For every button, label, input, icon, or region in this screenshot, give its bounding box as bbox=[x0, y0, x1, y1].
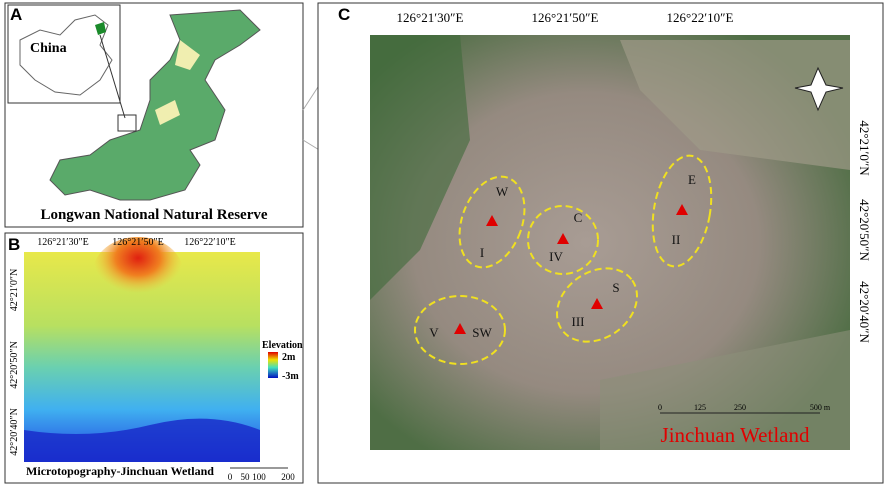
site-marker bbox=[557, 233, 569, 244]
site-direction: W bbox=[496, 184, 509, 199]
caption: Longwan National Natural Reserve bbox=[40, 207, 267, 223]
x-coord: 126°22′10″E bbox=[667, 10, 734, 25]
y-coord: 42°20′40″N bbox=[9, 408, 20, 456]
x-coord: 126°21′50″E bbox=[112, 237, 163, 248]
site-marker bbox=[486, 215, 498, 226]
pointer bbox=[99, 34, 126, 119]
x-coord: 126°22′10″E bbox=[184, 237, 235, 248]
forest bbox=[370, 35, 470, 300]
x-coord: 126°21′30″E bbox=[37, 237, 88, 248]
y-coord: 42°21′0″N bbox=[857, 120, 872, 176]
x-coord: 126°21′50″E bbox=[532, 10, 599, 25]
legend-max: 2m bbox=[282, 352, 296, 363]
site-direction: S bbox=[612, 280, 619, 295]
scale-label: 125 bbox=[694, 403, 706, 412]
scale-label: 500 m bbox=[810, 403, 831, 412]
site-ellipse bbox=[414, 295, 506, 365]
fields bbox=[620, 40, 850, 170]
site-number: III bbox=[572, 314, 585, 329]
panel-a: A China Longwan National Natural Reserve bbox=[4, 2, 304, 228]
site-direction: E bbox=[688, 172, 696, 187]
panel-label: C bbox=[338, 5, 350, 24]
scale-label: 250 bbox=[734, 403, 746, 412]
y-coord: 42°20′50″N bbox=[9, 341, 20, 389]
caption: Microtopography-Jinchuan Wetland bbox=[26, 464, 214, 478]
site-ellipse bbox=[527, 205, 599, 275]
reserve bbox=[49, 9, 261, 201]
site-direction: C bbox=[574, 210, 583, 225]
reserve-patch bbox=[155, 40, 200, 125]
panel-b: B 126°21′30″E 126°21′50″E 126°22′10″E 42… bbox=[4, 232, 304, 484]
site-ellipse bbox=[458, 175, 526, 269]
scale-label: 0 bbox=[228, 472, 233, 482]
panel-label: B bbox=[8, 235, 20, 254]
legend-title: Elevation bbox=[262, 340, 303, 351]
china-outline bbox=[19, 14, 113, 96]
y-coord: 42°20′40″N bbox=[857, 281, 872, 343]
high-area bbox=[93, 237, 183, 307]
scale-label: 50 bbox=[241, 472, 251, 482]
low-area bbox=[24, 418, 260, 462]
scale-label: 200 bbox=[281, 472, 295, 482]
study-box bbox=[117, 114, 137, 132]
province bbox=[95, 22, 106, 35]
scale-label: 100 bbox=[252, 472, 266, 482]
site-number: II bbox=[672, 232, 681, 247]
site-ellipse bbox=[651, 154, 713, 268]
y-coord: 42°20′50″N bbox=[857, 199, 872, 261]
site-number: V bbox=[429, 325, 439, 340]
sites: W I C IV E II S III SW V bbox=[414, 154, 713, 365]
site-direction: SW bbox=[472, 325, 492, 340]
panel-label: A bbox=[10, 5, 22, 24]
site-marker bbox=[454, 323, 466, 334]
site-marker bbox=[591, 298, 603, 309]
fields bbox=[600, 330, 850, 450]
legend-min: -3m bbox=[282, 371, 299, 382]
site-number: I bbox=[480, 245, 484, 260]
panel-c: C 126°21′30″E 126°21′50″E 126°22′10″E 42… bbox=[317, 2, 884, 484]
y-coord: 42°21′0″N bbox=[9, 269, 20, 312]
x-coord: 126°21′30″E bbox=[397, 10, 464, 25]
site-number: IV bbox=[549, 249, 563, 264]
caption: Jinchuan Wetland bbox=[661, 423, 810, 447]
inset-label: China bbox=[30, 41, 67, 56]
site-marker bbox=[676, 204, 688, 215]
scale-label: 0 bbox=[658, 403, 662, 412]
compass bbox=[794, 66, 844, 112]
legend-bar bbox=[268, 352, 278, 378]
